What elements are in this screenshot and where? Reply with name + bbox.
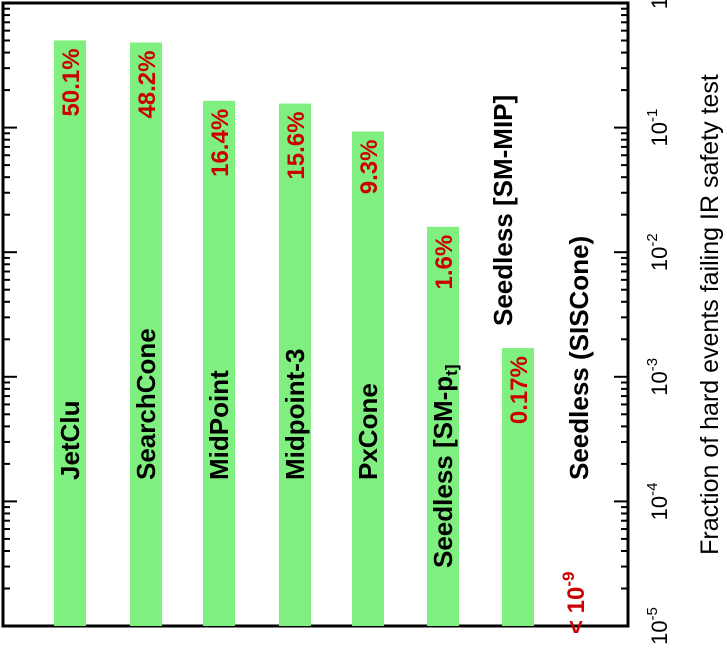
y-tick-label: 10-5 [644,607,672,645]
y-tick-label: 1 [647,0,672,9]
y-tick-label: 10-2 [644,233,672,271]
bar-value-label: 16.4% [207,109,234,177]
y-tick-exponent: -3 [644,358,661,371]
labels-group: 50.1% 48.2% 16.4% 15.6% 9.3% 1.6% 0.17% JetClu S… [55,0,672,645]
bar-value-label: 0.17% [506,356,533,424]
bar-value-label: 1.6% [431,235,458,290]
bars-group [54,40,534,627]
plot-frame [1,1,630,628]
category-label: Seedless [SM-pt] [428,365,461,569]
category-label-subscript: t] [442,365,461,376]
y-tick-label: 10-1 [644,109,672,147]
category-label: Seedless (SISCone) [564,236,594,480]
category-label: Midpoint-3 [280,349,310,480]
category-label: MidPoint [204,370,234,480]
special-value-exponent: -9 [559,571,578,586]
bar [352,131,384,626]
ticks-group [3,2,628,627]
bar-value-label: 48.2% [134,50,161,118]
bar [279,103,311,626]
y-tick-exponent: -4 [644,482,661,495]
y-tick-exponent: -2 [644,233,661,246]
category-label: PxCone [353,383,383,480]
y-axis-label: Fraction of hard events failing IR safet… [696,74,724,555]
bar-value-label: 9.3% [356,140,383,195]
bar [130,42,162,627]
category-label: Seedless [SM-MIP] [488,95,518,326]
special-value-label: < 10-9 [559,571,590,634]
y-tick-exponent: -1 [644,109,661,122]
bar [203,100,235,627]
category-label: JetClu [55,401,85,480]
bar [54,40,86,627]
bar-value-label: 15.6% [283,112,310,180]
y-tick-label: 10-4 [644,482,672,520]
bar [502,348,534,626]
y-tick-label: 10-3 [644,358,672,396]
bar [427,226,459,626]
category-label: SearchCone [131,328,161,480]
bar-value-label: 50.1% [58,48,85,116]
y-tick-exponent: -5 [644,607,661,620]
